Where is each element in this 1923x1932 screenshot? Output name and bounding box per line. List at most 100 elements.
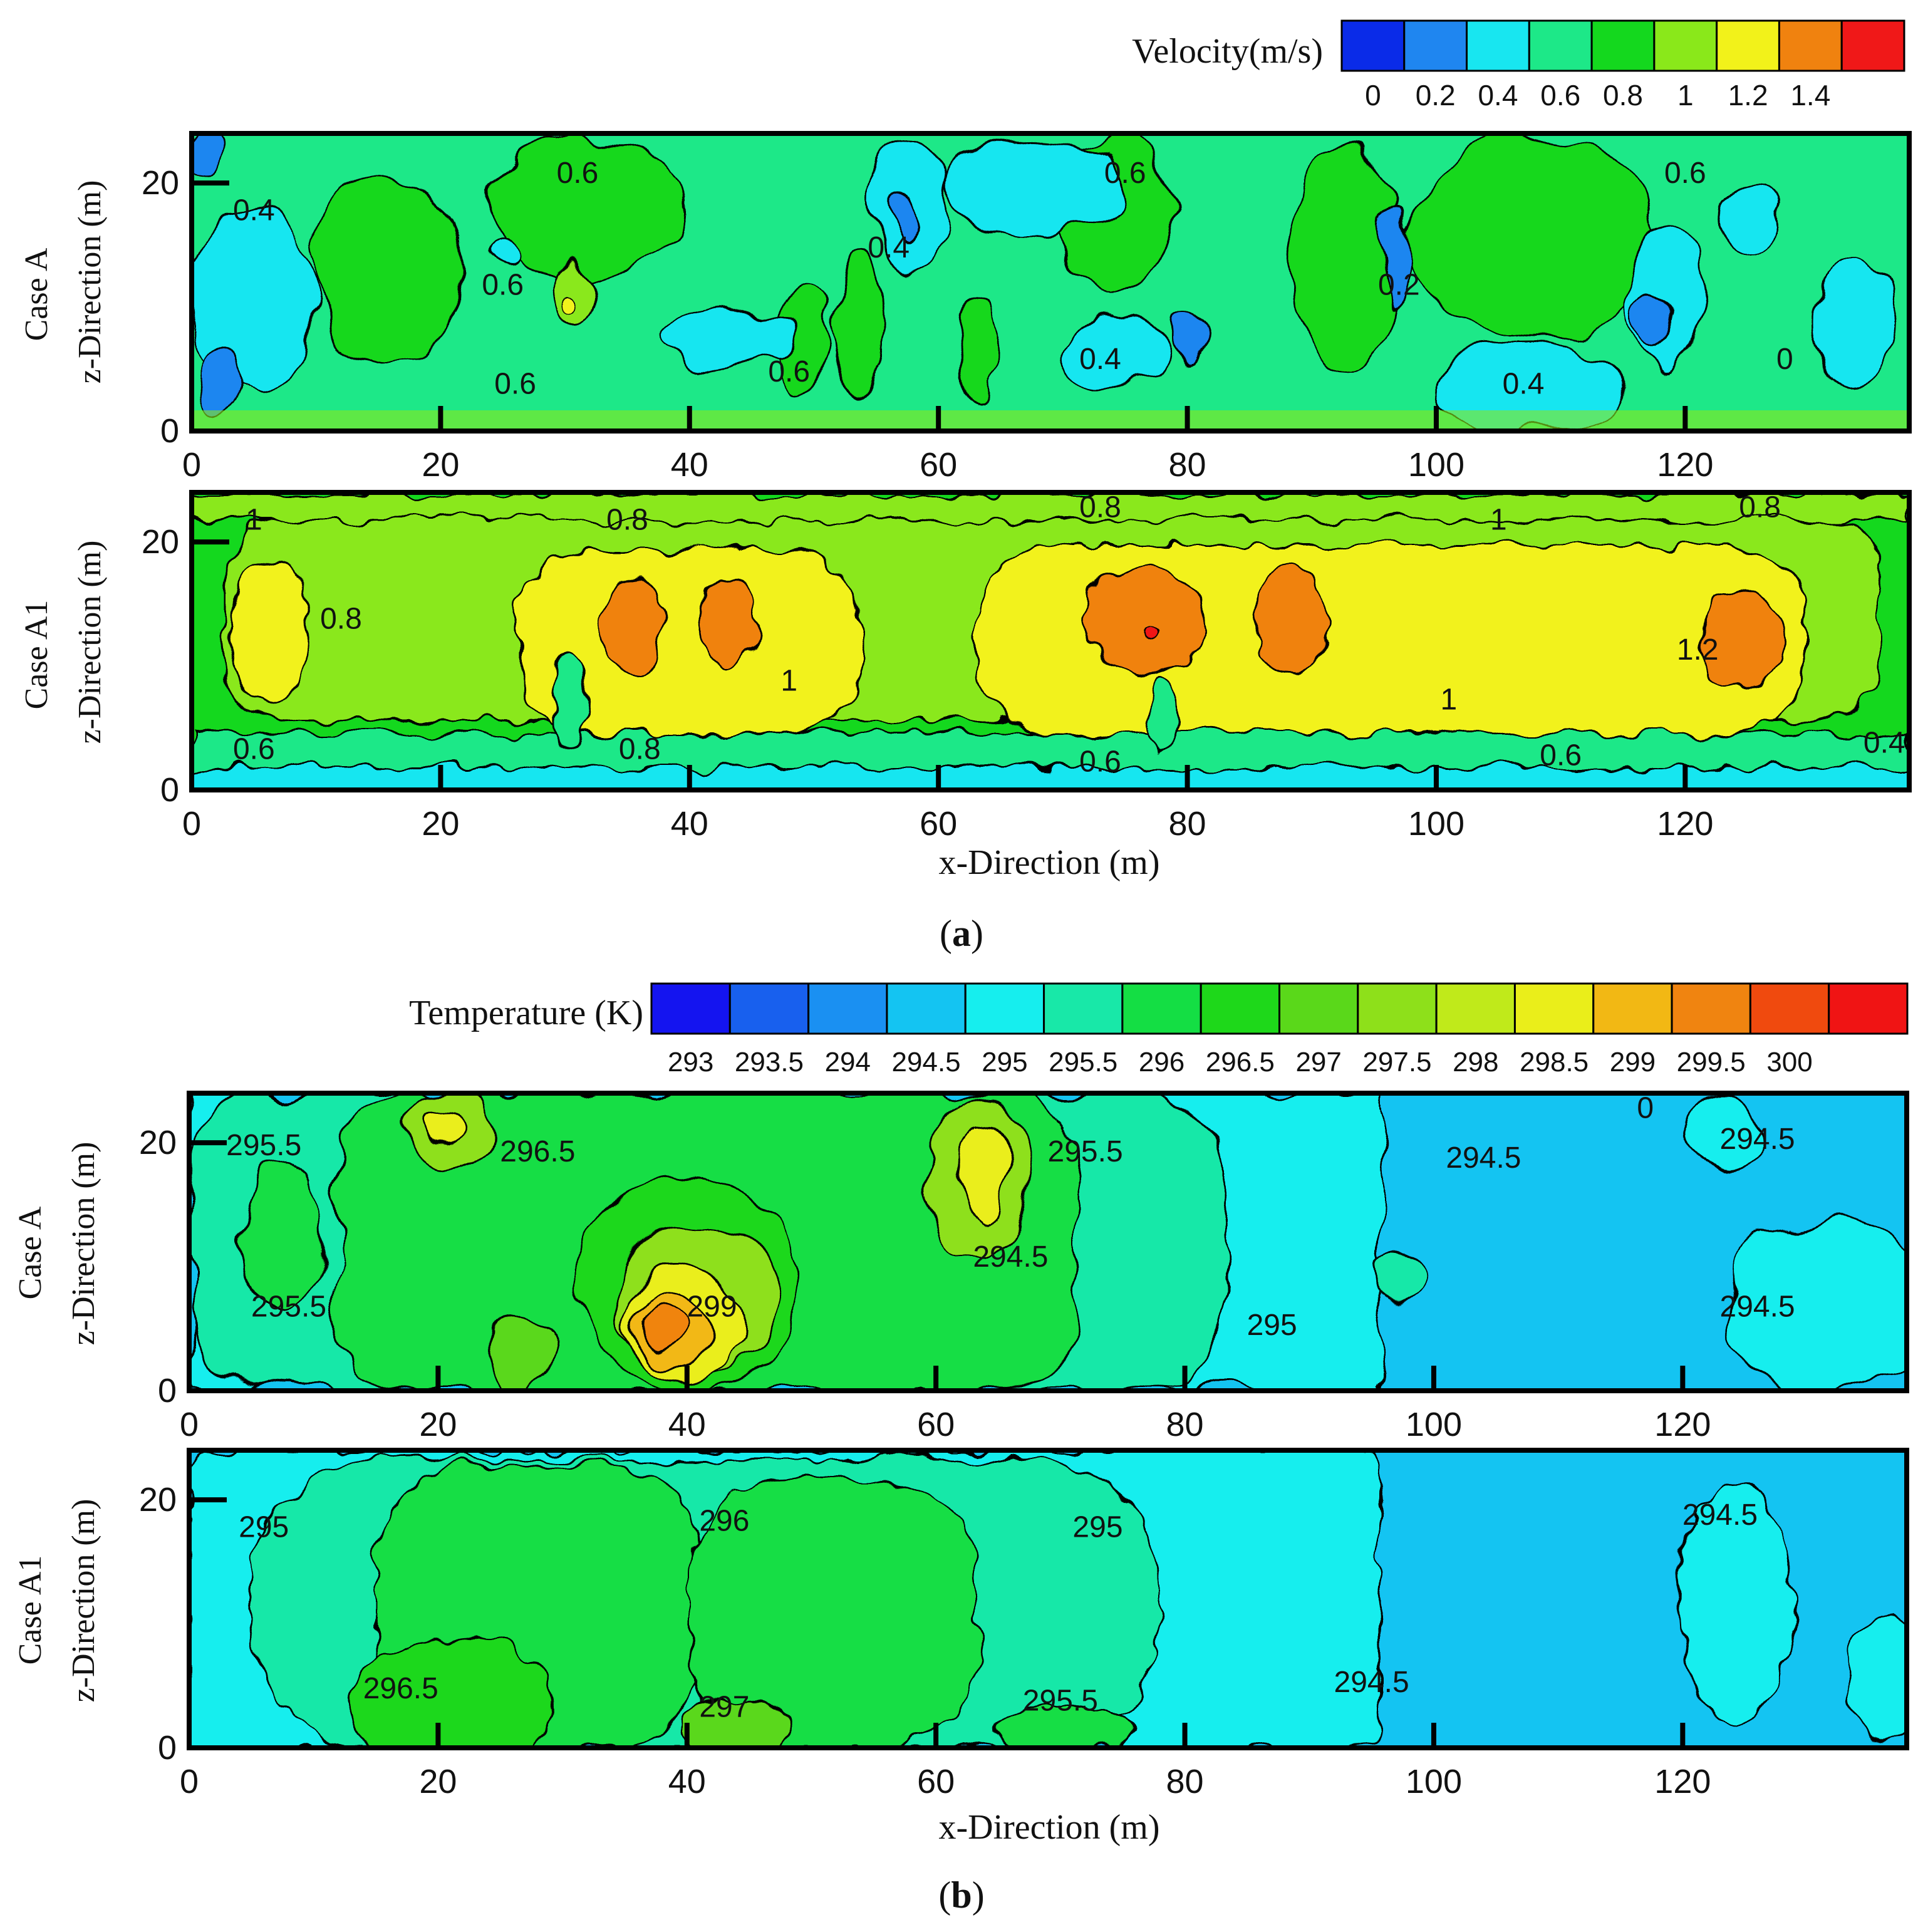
x-tick-label: 60 [920, 446, 957, 484]
x-tick-label: 20 [419, 1763, 457, 1800]
velocity-case-a-row-label: Case A [19, 247, 54, 341]
velocity-colorbar-tick-label: 1 [1677, 79, 1694, 112]
temperature-colorbar-bin [886, 982, 967, 1035]
temperature-colorbar-bin [1592, 982, 1673, 1035]
temperature-colorbar-tick-label: 295 [982, 1047, 1027, 1078]
x-tick-label: 120 [1657, 805, 1713, 843]
temperature-colorbar-tick-label: 298 [1453, 1047, 1498, 1078]
temperature-colorbar-tick-label: 297.5 [1362, 1047, 1431, 1078]
temperature-colorbar-tick-label: 296 [1139, 1047, 1184, 1078]
contour-label: 294.5 [1334, 1666, 1409, 1699]
velocity-colorbar-bin [1778, 19, 1843, 72]
velocity-case-a-plot: 0.6 0.4 0.6 0.6 0.6 0.4 0.6 0.4 0.2 0.4 0.6 0 0 20 40… [19, 131, 1912, 484]
velocity-colorbar-bin [1340, 19, 1406, 72]
temperature-case-a1-row-label: Case A1 [13, 1555, 48, 1665]
x-tick-label: 100 [1408, 805, 1464, 843]
contour-label: 0.6 [557, 157, 599, 190]
contour-label: 295.5 [226, 1129, 301, 1162]
contour-label: 0.8 [320, 603, 362, 636]
velocity-case-a1-ylabel: z-Direction (m) [72, 541, 108, 744]
temperature-xlabel: x-Direction (m) [939, 1808, 1160, 1847]
temperature-colorbar-bin [807, 982, 888, 1035]
contour-label: 1 [780, 665, 797, 698]
y-tick-label: 20 [139, 1481, 177, 1519]
temperature-colorbar-bin [1671, 982, 1751, 1035]
temperature-case-a1-contour-labels: 295 296 295 296.5 297 295.5 294.5 294.5 [239, 1498, 1758, 1724]
contour-label: 0.8 [1079, 491, 1121, 524]
x-tick-label: 20 [422, 805, 459, 843]
x-tick-label: 0 [182, 446, 201, 484]
temperature-colorbar-bin [1121, 982, 1202, 1035]
contour-label: 294.5 [1446, 1141, 1521, 1175]
velocity-case-a1-frame [189, 490, 1912, 792]
contour-label: 0.8 [1739, 491, 1781, 524]
temperature-colorbar-bin [1749, 982, 1830, 1035]
x-tick-label: 120 [1654, 1763, 1711, 1800]
velocity-colorbar-bin [1403, 19, 1468, 72]
temperature-colorbar-bin [1513, 982, 1595, 1035]
contour-label: 0.8 [606, 503, 648, 536]
contour-label: 296 [699, 1505, 749, 1538]
temperature-case-a-frame [187, 1091, 1909, 1393]
velocity-colorbar: Velocity(m/s) 0 0.2 0.4 0.6 0.8 1 1.2 1.4 [1132, 19, 1905, 112]
x-tick-label: 20 [422, 446, 459, 484]
temperature-case-a-ylabel: z-Direction (m) [66, 1142, 101, 1346]
temperature-colorbar-tick-label: 299.5 [1677, 1047, 1746, 1078]
temperature-colorbar-bin [964, 982, 1045, 1035]
contour-label: 0.6 [494, 368, 536, 401]
y-tick-label: 0 [160, 771, 179, 809]
x-tick-label: 80 [1166, 1763, 1204, 1800]
y-tick-label: 0 [158, 1729, 177, 1767]
contour-label: 0.2 [1378, 268, 1420, 301]
contour-label: 1 [1440, 683, 1457, 716]
x-tick-label: 80 [1169, 446, 1206, 484]
contour-label: 294.5 [1720, 1290, 1795, 1323]
velocity-colorbar-bin [1840, 19, 1905, 72]
contour-label: 296.5 [363, 1672, 438, 1705]
velocity-colorbar-bin [1528, 19, 1593, 72]
temperature-colorbar-bin [1200, 982, 1280, 1035]
x-tick-label: 100 [1408, 446, 1464, 484]
contour-label: 294.5 [973, 1240, 1048, 1274]
velocity-colorbar-tick-label: 1.4 [1790, 79, 1830, 112]
temperature-case-a-contour-labels: 295.5 296.5 295.5 299 294.5 295.5 295 294.5 0 294… [226, 1092, 1795, 1342]
x-tick-label: 60 [920, 805, 957, 843]
contour-label: 0.4 [1503, 368, 1545, 401]
x-tick-label: 20 [419, 1406, 457, 1443]
x-tick-label: 40 [668, 1763, 706, 1800]
x-tick-label: 120 [1654, 1406, 1711, 1443]
contour-label: 0.6 [482, 268, 524, 301]
y-tick-label: 0 [160, 412, 179, 450]
velocity-xlabel: x-Direction (m) [939, 843, 1160, 882]
temperature-case-a1-plot: 295 296 295 296.5 297 295.5 294.5 294.5 0 20 40 60… [13, 1448, 1909, 1847]
velocity-colorbar-bin [1716, 19, 1780, 72]
x-tick-label: 60 [917, 1406, 955, 1443]
temperature-case-a-row-label: Case A [13, 1206, 48, 1299]
temperature-colorbar-title: Temperature (K) [409, 994, 643, 1032]
velocity-colorbar-bin [1466, 19, 1530, 72]
y-tick-label: 20 [142, 523, 179, 561]
x-tick-label: 0 [180, 1763, 199, 1800]
temperature-colorbar-bin [650, 982, 731, 1035]
velocity-case-a1-row-label: Case A1 [19, 600, 54, 710]
contour-label: 295 [1247, 1309, 1297, 1342]
velocity-colorbar-tick-label: 0.2 [1416, 79, 1456, 112]
temperature-colorbar-bin [1435, 982, 1516, 1035]
temperature-colorbar-bin [1828, 982, 1909, 1035]
temperature-colorbar-bin [1357, 982, 1438, 1035]
velocity-colorbar-title: Velocity(m/s) [1132, 32, 1323, 71]
contour-label: 0 [1776, 343, 1793, 376]
contour-label: 295 [239, 1511, 289, 1544]
x-tick-label: 0 [180, 1406, 199, 1443]
contour-label: 294.5 [1682, 1498, 1758, 1532]
temperature-case-a1-frame [187, 1448, 1909, 1750]
velocity-colorbar-tick-label: 1.2 [1728, 79, 1768, 112]
y-tick-label: 20 [139, 1124, 177, 1161]
x-tick-label: 120 [1657, 446, 1713, 484]
contour-label: 295.5 [1048, 1135, 1123, 1168]
velocity-colorbar-tick-label: 0.4 [1478, 79, 1518, 112]
contour-label: 295.5 [1023, 1685, 1098, 1718]
contour-label: 0.6 [1079, 745, 1121, 778]
velocity-case-a-ylabel: z-Direction (m) [72, 180, 108, 384]
contour-label: 0.6 [768, 355, 810, 388]
